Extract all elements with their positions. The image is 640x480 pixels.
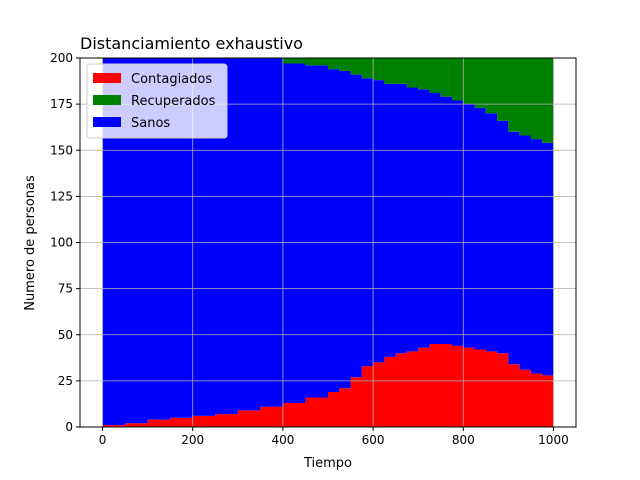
x-tick-label: 400 [271,433,294,447]
y-tick-label: 175 [50,97,73,111]
legend-box [86,63,228,139]
legend-label-contagiados: Contagiados [131,72,212,87]
y-tick-label: 150 [50,143,73,157]
x-axis: 0 200 400 600 800 1000 [99,427,569,447]
area-series-group [102,58,554,427]
y-tick-label: 75 [58,282,73,296]
x-axis-label: Tiempo [303,456,352,471]
legend-swatch-contagiados [93,73,121,83]
y-tick-label: 50 [58,328,73,342]
x-tick-label: 200 [181,433,204,447]
legend-swatch-sanos [93,117,121,127]
y-tick-label: 200 [50,51,73,65]
y-axis-label: Numero de personas [23,175,38,311]
legend-label-sanos: Sanos [131,116,170,131]
y-tick-label: 25 [58,374,73,388]
legend-label-recuperados: Recuperados [131,94,216,109]
x-tick-label: 600 [362,433,385,447]
legend-swatch-recuperados [93,95,121,105]
legend: Contagiados Recuperados Sanos [86,63,228,139]
x-tick-label: 0 [99,433,107,447]
area-series-sanos [102,58,554,426]
chart-title: Distanciamiento exhaustivo [80,34,303,53]
y-tick-label: 100 [50,236,73,250]
area-series-recuperados [102,58,554,151]
y-axis: 0 25 50 75 100 125 150 175 200 [50,51,80,434]
x-tick-label: 800 [452,433,475,447]
area-series-contagiados [102,343,554,427]
y-tick-label: 125 [50,189,73,203]
y-tick-label: 0 [65,420,73,434]
x-tick-label: 1000 [538,433,569,447]
